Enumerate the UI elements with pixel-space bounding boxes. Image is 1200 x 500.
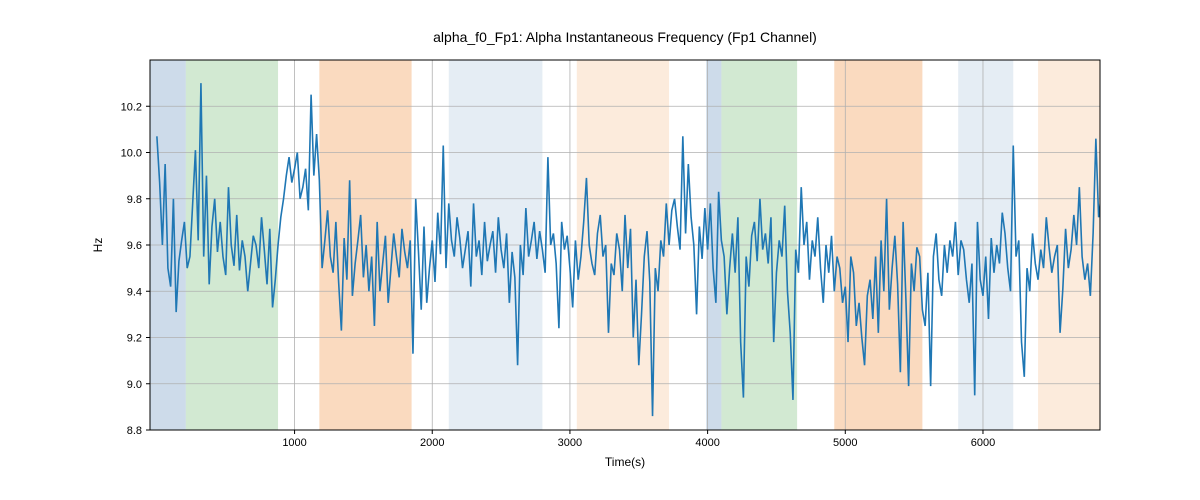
y-tick-label: 10.2 [121, 101, 142, 113]
x-tick-label: 6000 [971, 437, 995, 449]
y-tick-label: 10.0 [121, 148, 142, 160]
chart-container: 1000 2000 3000 4000 5000 6000 8.8 9.0 9.2 9.4 9.6 9… [0, 0, 1200, 500]
y-tick-label: 9.6 [127, 240, 142, 252]
y-tick-label: 8.8 [127, 425, 142, 437]
x-tick-label: 5000 [833, 437, 857, 449]
line-chart: 1000 2000 3000 4000 5000 6000 8.8 9.0 9.2 9.4 9.6 9… [0, 0, 1200, 500]
y-tick-label: 9.0 [127, 379, 142, 391]
x-axis-label: Time(s) [605, 455, 645, 469]
y-axis: 8.8 9.0 9.2 9.4 9.6 9.8 10.0 10.2 [121, 101, 150, 437]
y-axis-label: Hz [91, 238, 105, 253]
y-tick-label: 9.4 [127, 286, 142, 298]
y-tick-label: 9.8 [127, 194, 142, 206]
x-tick-label: 2000 [420, 437, 444, 449]
x-tick-label: 3000 [558, 437, 582, 449]
x-tick-label: 4000 [695, 437, 719, 449]
x-tick-label: 1000 [282, 437, 306, 449]
chart-title: alpha_f0_Fp1: Alpha Instantaneous Freque… [433, 29, 817, 45]
y-tick-label: 9.2 [127, 333, 142, 345]
x-axis: 1000 2000 3000 4000 5000 6000 [282, 430, 995, 449]
